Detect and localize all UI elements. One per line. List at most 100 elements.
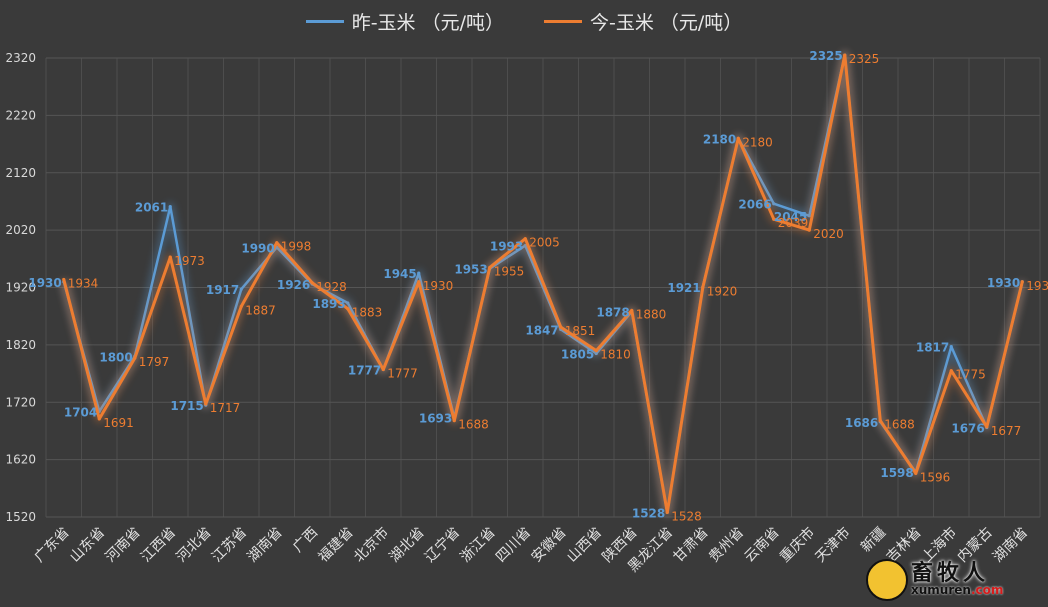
data-point [914, 471, 918, 475]
data-label-today: 1955 [494, 264, 525, 278]
x-tick-label: 湖北省 [387, 525, 428, 566]
data-point [97, 417, 101, 421]
data-point [630, 308, 634, 313]
data-point [239, 304, 243, 309]
data-point [133, 356, 137, 360]
y-tick-label: 2220 [5, 108, 36, 122]
data-label-yesterday: 1930 [28, 276, 61, 290]
data-label-today: 1934 [68, 276, 99, 290]
data-label-today: 2325 [849, 52, 880, 66]
data-label-today: 1691 [103, 416, 134, 430]
x-tick-label: 山东省 [67, 525, 108, 566]
x-tick-label: 湖南省 [245, 525, 286, 566]
data-point [310, 281, 314, 285]
data-point [417, 271, 421, 275]
x-tick-label: 山西省 [564, 525, 605, 566]
data-label-yesterday: 1993 [490, 240, 523, 254]
x-tick-label: 广西 [290, 525, 321, 556]
data-label-yesterday: 1800 [99, 350, 132, 364]
data-label-today: 2180 [742, 135, 773, 149]
data-point [665, 510, 669, 515]
data-point [488, 265, 492, 270]
data-label-yesterday: 1686 [845, 416, 878, 430]
data-label-today: 1928 [316, 280, 347, 294]
data-label-today: 1528 [671, 509, 702, 523]
x-tick-label: 河北省 [174, 525, 215, 566]
y-tick-label: 1620 [5, 453, 36, 467]
data-point [168, 255, 172, 259]
y-tick-label: 2120 [5, 166, 36, 180]
data-label-today: 2020 [813, 227, 844, 241]
y-tick-label: 2320 [5, 51, 36, 65]
data-label-yesterday: 1817 [916, 341, 949, 355]
x-tick-label: 新疆 [858, 525, 889, 556]
data-point [275, 241, 279, 245]
watermark-en-main: xumuren [911, 583, 971, 597]
brand-watermark: 畜牧人 xumuren.com [866, 553, 1036, 603]
data-label-today: 1998 [281, 240, 312, 254]
y-tick-label: 1920 [5, 281, 36, 295]
data-label-today: 1920 [707, 285, 738, 299]
data-label-yesterday: 1953 [454, 263, 487, 277]
data-label-yesterday: 1893 [312, 297, 345, 311]
x-tick-label: 云南省 [742, 525, 783, 566]
x-tick-label: 浙江省 [458, 525, 499, 566]
data-label-today: 1930 [1026, 279, 1048, 293]
data-label-yesterday: 1598 [880, 466, 913, 480]
data-label-yesterday: 1990 [241, 241, 274, 255]
data-label-today: 1688 [884, 418, 915, 432]
x-tick-label: 四川省 [493, 525, 534, 566]
data-point [417, 280, 421, 284]
x-tick-label: 安徽省 [529, 525, 570, 566]
legend: 昨-玉米 （元/吨） 今-玉米 （元/吨） [0, 8, 1048, 35]
data-label-yesterday: 1528 [632, 506, 665, 520]
data-point [985, 425, 989, 429]
data-label-yesterday: 1805 [561, 347, 594, 361]
y-tick-label: 1520 [5, 510, 36, 524]
x-tick-label: 天津市 [812, 524, 854, 566]
data-label-today: 1883 [352, 306, 383, 320]
data-point [239, 287, 243, 291]
y-tick-label: 1820 [5, 338, 36, 352]
data-label-today: 1851 [565, 324, 596, 338]
data-label-yesterday: 1676 [951, 421, 984, 435]
data-point [168, 205, 172, 209]
data-label-today: 1973 [174, 254, 205, 268]
y-tick-label: 1720 [5, 395, 36, 409]
data-point [1020, 280, 1024, 284]
data-point [949, 369, 953, 373]
data-point [843, 53, 847, 57]
legend-swatch-today [544, 20, 582, 23]
data-label-today: 2039 [778, 216, 809, 230]
data-label-yesterday: 1715 [170, 399, 203, 413]
watermark-en-text: xumuren.com [911, 583, 1003, 597]
x-tick-label: 河南省 [103, 525, 144, 566]
data-label-yesterday: 2045 [774, 210, 807, 224]
data-point [594, 349, 598, 353]
x-tick-label: 福建省 [316, 525, 357, 566]
legend-swatch-yesterday [305, 20, 344, 23]
data-point [204, 402, 208, 406]
data-label-today: 1930 [423, 279, 454, 293]
data-label-today: 1880 [636, 307, 667, 321]
watermark-cn-text: 畜牧人 [911, 561, 990, 586]
data-label-yesterday: 2066 [738, 198, 771, 212]
y-tick-label: 2020 [5, 223, 36, 237]
data-label-yesterday: 2061 [135, 201, 168, 215]
x-tick-label: 江苏省 [209, 525, 250, 566]
x-tick-label: 贵州省 [706, 525, 747, 566]
data-label-yesterday: 1921 [667, 281, 700, 295]
legend-label-today: 今-玉米 （元/吨） [590, 12, 743, 34]
data-point [381, 367, 385, 372]
data-label-yesterday: 1917 [206, 283, 239, 297]
x-tick-label: 北京市 [350, 524, 392, 566]
data-label-today: 1688 [458, 418, 489, 432]
data-label-today: 2005 [529, 236, 560, 250]
legend-item-today: 今-玉米 （元/吨） [544, 8, 742, 35]
data-label-yesterday: 1777 [348, 364, 381, 378]
watermark-en-suffix: .com [970, 583, 1004, 597]
data-label-today: 1797 [139, 355, 170, 369]
data-label-yesterday: 2325 [809, 49, 842, 63]
data-label-today: 1777 [387, 367, 418, 381]
data-point [878, 419, 882, 423]
